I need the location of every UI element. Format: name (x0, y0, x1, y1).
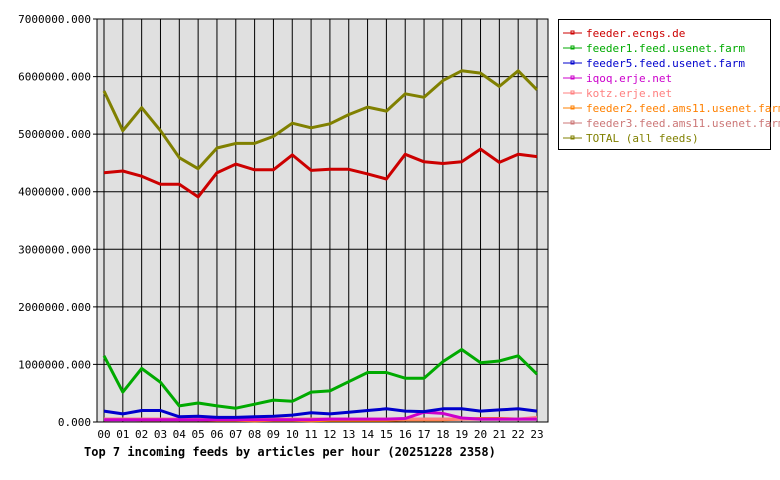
x-tick-label: 09 (267, 428, 280, 441)
y-tick-label: 7000000.000 (18, 13, 91, 26)
x-tick-label: 11 (304, 428, 317, 441)
legend-marker (570, 90, 575, 95)
legend-entry: feeder.ecngs.de (586, 27, 685, 40)
x-tick-label: 12 (323, 428, 336, 441)
legend-entry: feeder5.feed.usenet.farm (586, 57, 745, 70)
legend-marker (570, 30, 575, 35)
legend-marker (570, 105, 575, 110)
legend-entry: feeder2.feed.ams11.usenet.farm (586, 102, 780, 115)
x-tick-label: 15 (380, 428, 393, 441)
x-tick-label: 14 (361, 428, 375, 441)
x-tick-label: 16 (399, 428, 412, 441)
legend-entry: feeder3.feed.ams11.usenet.farm (586, 117, 780, 130)
series-line-feeder5-feed-usenet-farm (103, 407, 538, 419)
legend-marker (570, 135, 575, 140)
y-tick-label: 1000000.000 (18, 358, 91, 371)
legend: feeder.ecngs.de feeder1.feed.usenet.farm f… (558, 19, 780, 150)
series-lines (102, 69, 539, 423)
legend-marker (570, 45, 575, 50)
y-tick-label: 0.000 (58, 416, 91, 429)
legend-entry: TOTAL (all feeds) (586, 132, 699, 145)
y-tick-label: 5000000.000 (18, 128, 91, 141)
legend-marker (570, 75, 575, 80)
legend-entry: iqoq.erje.net (586, 72, 672, 85)
legend-entry: feeder1.feed.usenet.farm (586, 42, 745, 55)
plot-background (96, 18, 549, 423)
x-tick-label: 19 (455, 428, 468, 441)
series-line-feeder1-feed-usenet-farm (102, 348, 539, 410)
y-tick-label: 4000000.000 (18, 186, 91, 199)
x-tick-label: 03 (154, 428, 167, 441)
x-tick-label: 06 (210, 428, 223, 441)
x-tick-label: 22 (512, 428, 525, 441)
x-tick-label: 21 (493, 428, 506, 441)
x-tick-label: 05 (192, 428, 205, 441)
x-tick-label: 23 (530, 428, 543, 441)
x-tick-label: 08 (248, 428, 261, 441)
x-tick-label: 00 (97, 428, 110, 441)
legend-box (558, 19, 771, 150)
legend-entry: kotz.erje.net (586, 87, 672, 100)
y-tick-label: 3000000.000 (18, 243, 91, 256)
legend-marker (570, 60, 575, 65)
y-tick-label: 2000000.000 (18, 301, 91, 314)
x-tick-label: 04 (173, 428, 187, 441)
x-tick-label: 02 (135, 428, 148, 441)
chart-title: Top 7 incoming feeds by articles per hou… (84, 445, 496, 459)
plot-area: 00 01 02 03 04 05 06 07 08 09 10 11 12 13 14 15 16 17 18 19… (18, 13, 549, 441)
series-line-iqoq-erje-net (104, 410, 537, 422)
x-tick-label: 18 (436, 428, 449, 441)
x-tick-label: 01 (116, 428, 129, 441)
x-tick-label: 17 (417, 428, 430, 441)
y-tick-label: 6000000.000 (18, 71, 91, 84)
legend-marker (570, 120, 575, 125)
series-line-total-all-feeds- (102, 69, 539, 171)
series-line-feeder-ecngs-de (103, 147, 538, 199)
x-tick-label: 10 (286, 428, 299, 441)
x-tick-label: 13 (342, 428, 355, 441)
x-tick-label: 20 (474, 428, 487, 441)
x-tick-label: 07 (229, 428, 242, 441)
